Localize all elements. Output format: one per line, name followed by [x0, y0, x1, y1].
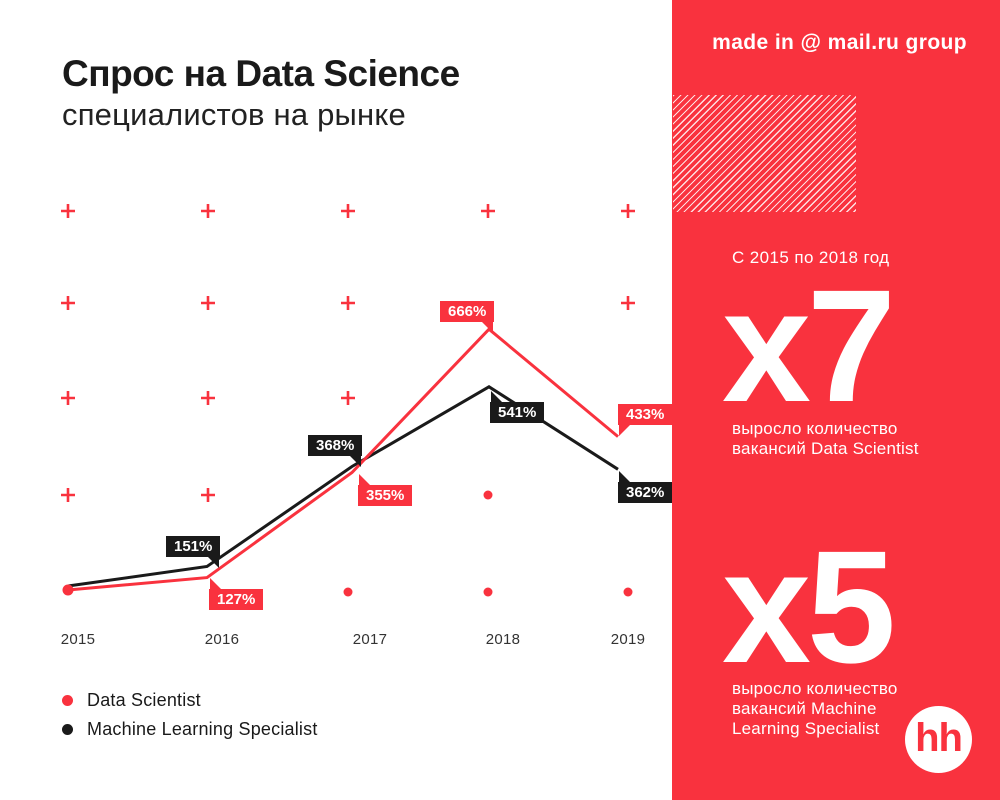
- grid-plus-icon: [201, 296, 215, 310]
- stat-x7-value: x7: [722, 256, 896, 435]
- grid-plus-icon: [341, 204, 355, 218]
- legend-dot-icon: [62, 723, 73, 735]
- grid-dot-icon: [483, 587, 493, 597]
- grid-plus-icon: [61, 391, 75, 405]
- grid-plus-icon: [621, 296, 635, 310]
- legend-item-ml-specialist: Machine Learning Specialist: [62, 719, 318, 739]
- grid-plus-icon: [621, 204, 635, 218]
- point-label-ds-2017: 355%: [358, 474, 413, 506]
- point-label-text: 127%: [217, 591, 256, 608]
- grid-dot-icon: [623, 587, 633, 597]
- x-tick-2016: 2016: [204, 631, 240, 648]
- point-label-ds-2018: 666%: [440, 301, 495, 333]
- stat-x7-caption: выросло количество вакансий Data Scienti…: [732, 419, 919, 458]
- grid-plus-icon: [201, 204, 215, 218]
- label-tail: [491, 391, 502, 402]
- stat-x5-value: x5: [722, 517, 896, 696]
- point-label-ml-2017: 368%: [308, 435, 363, 467]
- period-caption: С 2015 по 2018 год: [732, 248, 890, 267]
- point-label-text: 541%: [498, 404, 537, 421]
- grid-plus-icon: [201, 488, 215, 502]
- point-label-text: 433%: [626, 406, 665, 423]
- series-line-data-scientist: [67, 327, 619, 592]
- stat-x5-caption: выросло количество вакансий Machine Lear…: [732, 679, 898, 738]
- grid-plus-icon: [481, 204, 495, 218]
- grid-plus-icon: [341, 296, 355, 310]
- legend-dot-icon: [62, 694, 73, 706]
- label-tail: [619, 471, 630, 482]
- series-start-dot: [62, 584, 74, 596]
- label-tail: [210, 578, 221, 589]
- grid-plus-icon: [61, 296, 75, 310]
- chart-legend: Data Scientist Machine Learning Speciali…: [62, 690, 318, 748]
- line-chart: [61, 204, 635, 597]
- label-tail: [619, 425, 630, 436]
- page-title: Спрос на Data Science специалистов на ры…: [62, 52, 460, 134]
- stats-panel: made in @ mail.ru group С 2015 по 2018 г…: [672, 0, 1000, 800]
- legend-item-data-scientist: Data Scientist: [62, 690, 318, 710]
- grid-plus-icon: [61, 204, 75, 218]
- grid-plus-icon: [61, 488, 75, 502]
- point-label-ml-2018: 541%: [490, 391, 545, 423]
- grid-plus-icon: [341, 391, 355, 405]
- hh-logo-text: hh: [915, 715, 963, 760]
- hh-logo: hh: [905, 706, 972, 773]
- x-tick-2019: 2019: [610, 631, 646, 648]
- point-label-ds-2019: 433%: [618, 404, 673, 436]
- title-bold-line: Спрос на Data Science: [62, 53, 460, 94]
- made-in-mailru-credit: made in @ mail.ru group: [712, 31, 967, 54]
- point-label-text: 362%: [626, 484, 665, 501]
- point-label-ds-2016: 127%: [209, 578, 264, 610]
- legend-label: Machine Learning Specialist: [87, 718, 318, 739]
- point-label-text: 355%: [366, 487, 405, 504]
- hatch-pattern-decoration: [673, 95, 856, 212]
- label-tail: [482, 322, 494, 333]
- label-tail: [350, 456, 362, 467]
- grid-dot-icon: [343, 587, 353, 597]
- x-tick-2015: 2015: [60, 631, 96, 648]
- point-label-ml-2019: 362%: [618, 471, 673, 503]
- point-label-text: 151%: [174, 538, 213, 555]
- label-tail: [359, 474, 370, 485]
- grid-plus-icon: [201, 391, 215, 405]
- x-tick-2017: 2017: [352, 631, 388, 648]
- point-label-text: 666%: [448, 303, 487, 320]
- grid-dot-icon: [483, 490, 493, 500]
- point-label-text: 368%: [316, 437, 355, 454]
- title-regular-line: специалистов на рынке: [62, 97, 406, 133]
- x-tick-2018: 2018: [485, 631, 521, 648]
- legend-label: Data Scientist: [87, 689, 201, 710]
- label-tail: [208, 557, 220, 568]
- point-label-ml-2016: 151%: [166, 536, 221, 568]
